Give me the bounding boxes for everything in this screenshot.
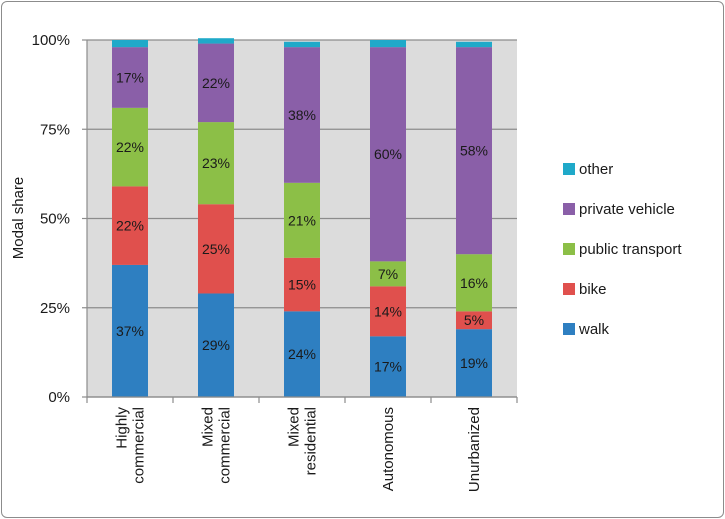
bars: 37% 22% 22% 17% 29% 25% 23% 22% 24% 15% 21% 38% 17% 1… (112, 38, 492, 397)
data-label: 37% (116, 323, 144, 339)
bar-segment-private-vehicle (370, 47, 406, 262)
bar-segment-public-transport (370, 261, 406, 287)
bar-segment-bike (198, 204, 234, 294)
data-label: 22% (116, 218, 144, 234)
bar-segment-bike (284, 257, 320, 312)
data-label: 24% (288, 346, 316, 362)
bar-segment-bike (112, 186, 148, 265)
bar-segment-bike (370, 286, 406, 337)
y-tick-label: 25% (40, 300, 70, 317)
bar-segment-bike (456, 311, 492, 330)
y-tick-label: 100% (32, 32, 70, 49)
bar-segment-private-vehicle (456, 47, 492, 255)
y-tick-label: 0% (48, 389, 70, 406)
legend-label: walk (578, 321, 610, 338)
legend: other private vehicle public transport bike… (563, 161, 682, 338)
legend-swatch-bike (563, 283, 575, 295)
data-label: 16% (460, 275, 488, 291)
legend-label: bike (579, 281, 607, 298)
data-label: 19% (460, 355, 488, 371)
x-category-label-line: residential (303, 407, 320, 475)
bar-segment-other (370, 40, 406, 48)
data-label: 25% (202, 241, 230, 257)
data-label: 60% (374, 146, 402, 162)
data-label: 17% (374, 359, 402, 375)
bar-segment-other (284, 41, 320, 48)
x-category-label-line: Unurbanized (466, 407, 483, 492)
x-category-label: Autonomous (380, 407, 397, 491)
bar-segment-walk (370, 336, 406, 397)
bar-segment-other (456, 41, 492, 48)
bar-segment-walk (284, 311, 320, 397)
x-category-label-line: Highly (114, 407, 131, 449)
legend-swatch-other (563, 163, 575, 175)
legend-swatch-private-vehicle (563, 203, 575, 215)
y-tick-labels: 0% 25% 50% 75% 100% (32, 32, 70, 406)
data-label: 22% (202, 75, 230, 91)
legend-label: public transport (579, 241, 682, 258)
legend-label: other (579, 161, 613, 178)
x-category-label-line: commercial (217, 407, 234, 484)
x-category-label-line: Autonomous (380, 407, 397, 491)
y-axis-label: Modal share (10, 177, 27, 260)
data-label: 29% (202, 337, 230, 353)
data-label: 7% (378, 266, 398, 282)
data-label: 17% (116, 69, 144, 85)
y-tick-label: 75% (40, 121, 70, 138)
axes (82, 39, 518, 403)
legend-swatch-walk (563, 323, 575, 335)
x-category-label: Mixed residential (286, 407, 320, 475)
bar-segment-walk (198, 293, 234, 397)
data-label: 22% (116, 139, 144, 155)
bar-segment-public-transport (284, 182, 320, 258)
bar-segment-public-transport (112, 107, 148, 187)
x-category-label-line: commercial (131, 407, 148, 484)
bar-segment-public-transport (456, 254, 492, 312)
x-category-labels: Highly commercial Mixed commercial Mixed resi… (114, 407, 484, 493)
legend-label: private vehicle (579, 201, 675, 218)
x-category-label: Highly commercial (114, 407, 148, 484)
bar-segment-private-vehicle (112, 47, 148, 108)
x-category-label: Unurbanized (466, 407, 483, 492)
data-label: 21% (288, 212, 316, 228)
data-label: 5% (464, 312, 484, 328)
bar-segment-walk (112, 264, 148, 397)
bar-segment-public-transport (198, 122, 234, 205)
x-category-label: Mixed commercial (200, 407, 234, 484)
x-category-label-line: Mixed (286, 407, 303, 447)
bar-segment-other (112, 40, 148, 48)
legend-swatch-public-transport (563, 243, 575, 255)
bar-segment-walk (456, 329, 492, 397)
data-label: 58% (460, 143, 488, 159)
bar-segment-private-vehicle (284, 47, 320, 183)
x-category-label-line: Mixed (200, 407, 217, 447)
data-label: 14% (374, 303, 402, 319)
data-label: 38% (288, 107, 316, 123)
bar-segment-other (198, 38, 234, 44)
data-label: 15% (288, 277, 316, 293)
y-tick-label: 50% (40, 211, 70, 228)
bar-segment-private-vehicle (198, 43, 234, 123)
data-label: 23% (202, 155, 230, 171)
